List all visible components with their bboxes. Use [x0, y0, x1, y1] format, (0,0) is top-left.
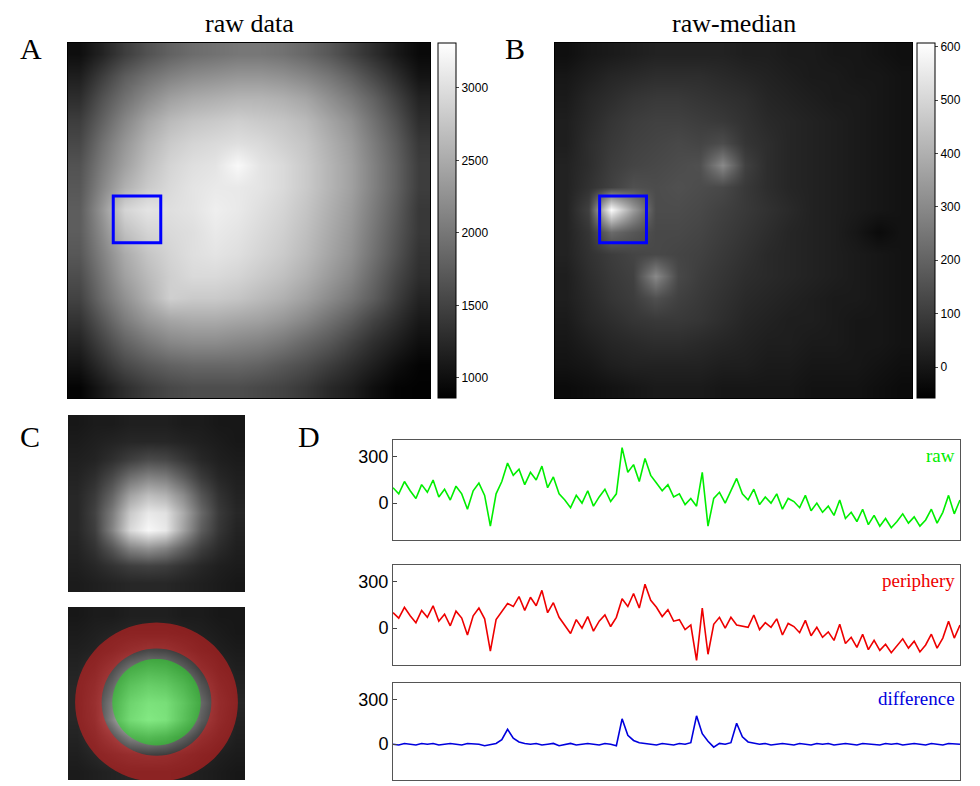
svg-text:600: 600 — [940, 40, 960, 54]
svg-text:raw: raw — [926, 445, 955, 466]
svg-text:200: 200 — [940, 253, 960, 267]
svg-text:300: 300 — [358, 690, 388, 710]
svg-text:difference: difference — [878, 688, 955, 709]
svg-text:300: 300 — [940, 200, 960, 214]
svg-text:1000: 1000 — [461, 371, 488, 385]
svg-text:C: C — [20, 420, 40, 453]
svg-text:3000: 3000 — [461, 81, 488, 95]
svg-text:B: B — [505, 32, 525, 65]
svg-text:300: 300 — [358, 447, 388, 467]
svg-text:0: 0 — [378, 618, 388, 638]
svg-text:400: 400 — [940, 147, 960, 161]
svg-text:0: 0 — [378, 493, 388, 513]
svg-text:2500: 2500 — [461, 154, 488, 168]
svg-text:1500: 1500 — [461, 299, 488, 313]
svg-text:0: 0 — [940, 360, 947, 374]
svg-text:300: 300 — [358, 572, 388, 592]
svg-text:raw-median: raw-median — [672, 9, 796, 38]
svg-text:100: 100 — [940, 307, 960, 321]
svg-text:periphery: periphery — [882, 570, 955, 591]
svg-text:0: 0 — [378, 734, 388, 754]
svg-text:A: A — [20, 32, 42, 65]
svg-text:D: D — [298, 420, 320, 453]
svg-text:500: 500 — [940, 93, 960, 107]
svg-text:2000: 2000 — [461, 226, 488, 240]
svg-text:raw data: raw data — [205, 9, 294, 38]
